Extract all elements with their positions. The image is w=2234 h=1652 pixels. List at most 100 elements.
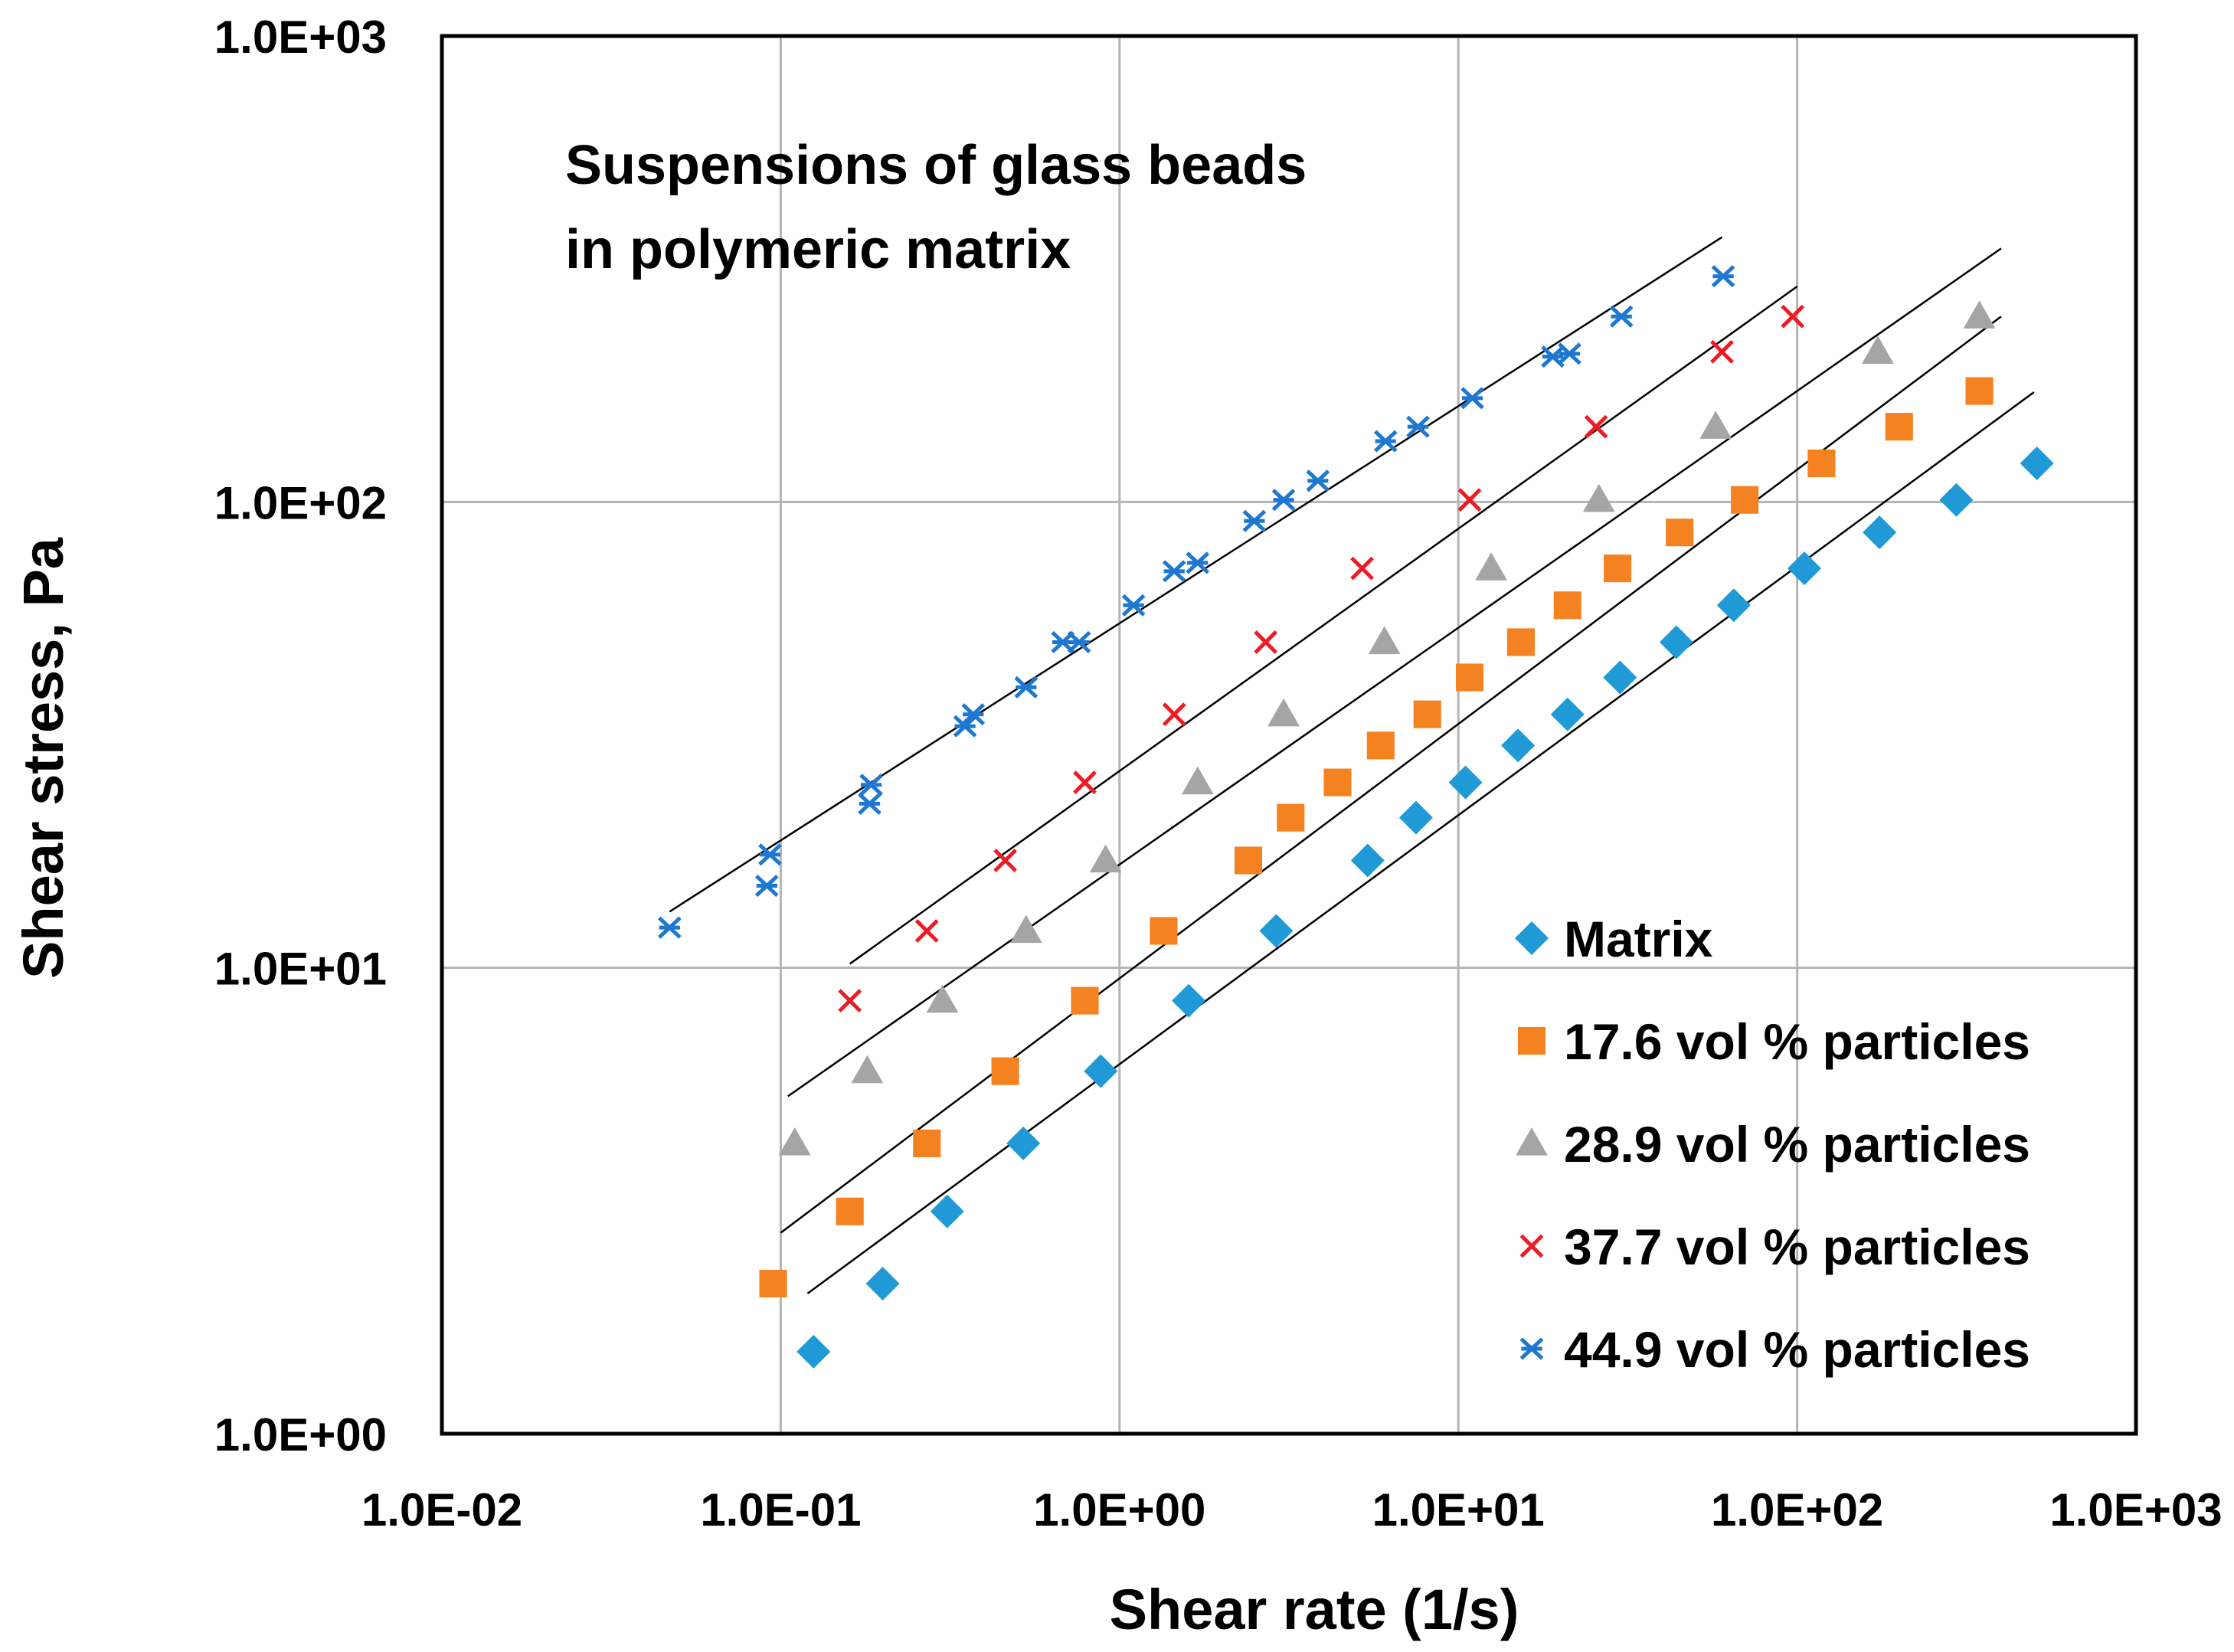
point-series-1-13 — [1553, 591, 1581, 620]
point-series-2-2 — [926, 984, 959, 1013]
point-series-4-11 — [1162, 560, 1186, 583]
legend-marker-0 — [1515, 921, 1549, 955]
point-series-0-3 — [1006, 1126, 1041, 1160]
point-series-0-18 — [2020, 446, 2054, 480]
point-series-3-4 — [1162, 702, 1186, 727]
legend-marker-2 — [1516, 1127, 1548, 1156]
y-tick-label-3: 1.0E+03 — [214, 11, 387, 63]
point-series-4-3 — [858, 792, 881, 816]
point-series-0-15 — [1787, 551, 1821, 586]
point-series-0-2 — [930, 1194, 964, 1228]
point-series-0-7 — [1350, 843, 1385, 878]
point-series-2-11 — [1862, 335, 1894, 364]
legend-label-1: 17.6 vol % particles — [1564, 1013, 2030, 1070]
x-axis-ticks: 1.0E-02 1.0E-01 1.0E+00 1.0E+01 1.0E+02 1.0E+… — [361, 1484, 2223, 1536]
point-series-2-4 — [1089, 844, 1122, 873]
point-series-1-3 — [991, 1057, 1019, 1085]
point-series-1-2 — [913, 1129, 941, 1157]
point-series-4-1 — [754, 874, 779, 898]
annotation-line-1: Suspensions of glass beads — [565, 135, 1307, 196]
point-series-4-9 — [1067, 630, 1091, 654]
point-series-1-15 — [1666, 518, 1694, 547]
x-tick-label-4: 1.0E+02 — [1711, 1484, 1883, 1536]
y-tick-label-1: 1.0E+01 — [214, 944, 387, 995]
point-series-3-9 — [1710, 339, 1734, 364]
point-series-3-1 — [914, 919, 939, 943]
point-series-1-11 — [1455, 663, 1484, 692]
point-series-0-9 — [1448, 765, 1483, 800]
legend-label-3: 37.7 vol % particles — [1564, 1219, 2030, 1275]
legend-marker-1 — [1517, 1026, 1546, 1055]
point-series-1-5 — [1150, 917, 1178, 945]
point-series-1-0 — [759, 1269, 787, 1298]
point-series-1-6 — [1234, 846, 1263, 875]
point-series-3-10 — [1781, 304, 1805, 329]
point-series-4-2 — [758, 843, 782, 866]
point-series-1-12 — [1506, 628, 1535, 656]
x-tick-label-1: 1.0E-01 — [700, 1484, 861, 1536]
point-series-4-5 — [953, 715, 977, 738]
fit-line-series-3 — [849, 286, 1798, 965]
point-series-4-4 — [859, 774, 883, 797]
point-series-3-5 — [1254, 630, 1278, 654]
plot-area-frame — [440, 34, 2138, 1436]
y-axis-ticks: 1.0E+00 1.0E+01 1.0E+02 1.0E+03 — [214, 11, 387, 1461]
point-series-3-6 — [1350, 556, 1374, 581]
point-series-1-10 — [1413, 700, 1441, 728]
point-series-0-17 — [1939, 483, 1974, 517]
point-series-2-12 — [1963, 300, 1996, 329]
point-series-4-16 — [1373, 430, 1398, 453]
point-series-4-18 — [1460, 387, 1484, 410]
point-series-4-13 — [1242, 509, 1267, 532]
legend-label-0: Matrix — [1564, 911, 1713, 967]
y-tick-label-0: 1.0E+00 — [214, 1409, 387, 1461]
point-series-2-3 — [1009, 914, 1042, 944]
fit-line-series-2 — [787, 247, 2002, 1098]
point-series-4-20 — [1558, 342, 1581, 365]
x-axis-title: Shear rate (1/s) — [1110, 1578, 1519, 1641]
point-series-1-19 — [1965, 377, 1994, 405]
point-series-1-7 — [1277, 803, 1305, 832]
point-series-4-10 — [1121, 594, 1146, 617]
y-tick-label-2: 1.0E+02 — [214, 477, 387, 528]
x-tick-label-5: 1.0E+03 — [2049, 1484, 2222, 1536]
point-series-1-18 — [1885, 413, 1913, 441]
point-series-4-22 — [1711, 265, 1735, 288]
point-series-0-1 — [865, 1266, 900, 1300]
point-series-0-16 — [1863, 515, 1897, 550]
point-series-1-16 — [1731, 486, 1759, 514]
point-series-0-10 — [1501, 728, 1536, 763]
point-series-4-17 — [1406, 415, 1430, 438]
point-series-2-5 — [1181, 766, 1214, 795]
point-series-0-0 — [796, 1334, 831, 1369]
point-series-0-14 — [1716, 588, 1751, 623]
point-series-4-14 — [1271, 489, 1296, 512]
x-tick-label-0: 1.0E-02 — [361, 1484, 522, 1536]
point-series-2-7 — [1368, 626, 1401, 655]
point-series-4-0 — [657, 916, 682, 939]
point-series-4-6 — [961, 703, 986, 726]
point-series-2-8 — [1475, 552, 1507, 581]
annotation-line-2: in polymeric matrix — [565, 219, 1071, 280]
point-series-4-15 — [1306, 469, 1330, 492]
point-series-1-8 — [1323, 768, 1352, 797]
point-series-1-14 — [1604, 554, 1632, 583]
y-axis-title: Shear stress, Pa — [11, 537, 75, 979]
point-series-1-17 — [1807, 449, 1836, 478]
point-series-3-8 — [1584, 414, 1608, 439]
point-series-3-3 — [1073, 770, 1097, 794]
point-series-4-7 — [1014, 676, 1038, 698]
point-series-3-0 — [838, 989, 862, 1013]
point-series-0-11 — [1550, 697, 1585, 731]
data-markers — [657, 265, 2054, 1369]
legend-label-4: 44.9 vol % particles — [1564, 1321, 2030, 1378]
point-series-2-6 — [1267, 698, 1300, 727]
fit-line-series-1 — [780, 316, 2002, 1234]
point-series-4-12 — [1186, 551, 1210, 574]
point-series-0-12 — [1603, 660, 1637, 695]
point-series-0-5 — [1172, 983, 1206, 1018]
point-series-3-7 — [1457, 488, 1482, 512]
point-series-0-8 — [1398, 800, 1433, 835]
point-series-1-9 — [1366, 731, 1395, 760]
point-series-1-4 — [1071, 986, 1099, 1015]
